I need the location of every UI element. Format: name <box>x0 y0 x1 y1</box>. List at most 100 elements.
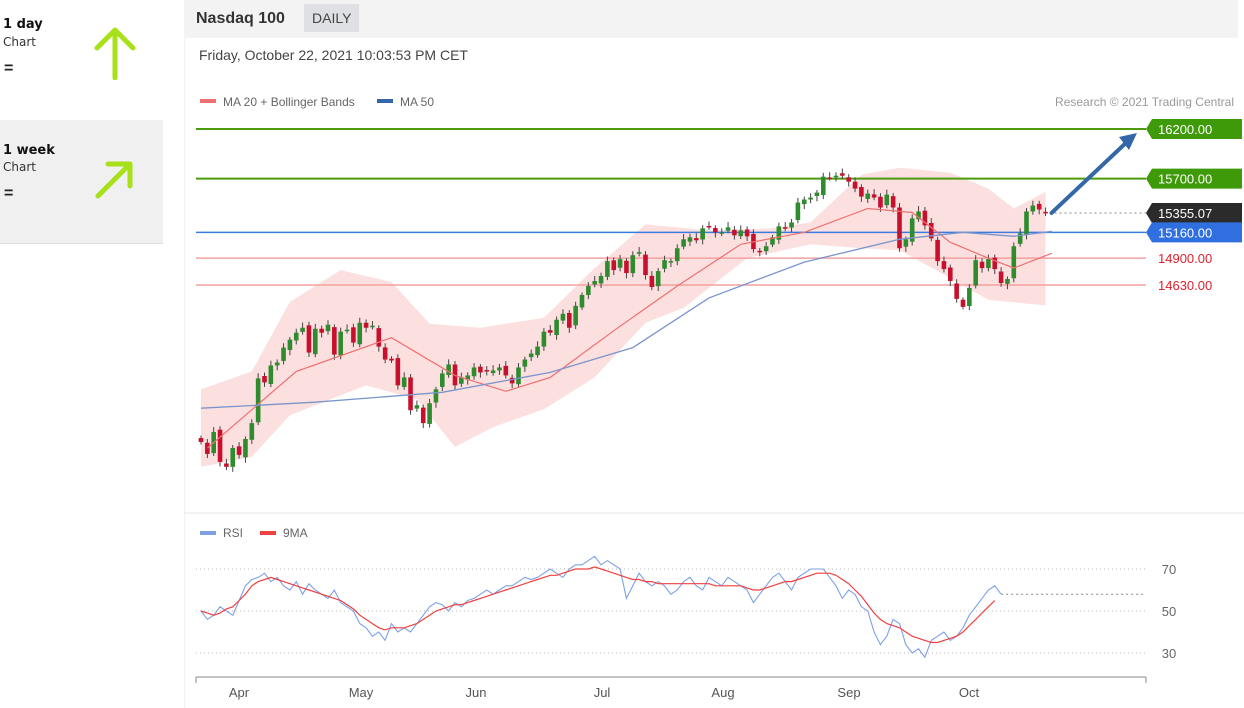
candle-body <box>243 439 248 458</box>
candle-body <box>338 331 343 356</box>
candle-body <box>465 375 470 380</box>
candle-body <box>687 237 693 242</box>
candle-body <box>935 239 940 262</box>
candle-body <box>789 222 794 228</box>
candle-body <box>547 330 553 333</box>
candle-body <box>617 259 623 268</box>
candle-body <box>433 389 439 403</box>
chart-credit: Research © 2021 Trading Central <box>1055 95 1234 109</box>
candle-body <box>198 438 204 442</box>
candle-body <box>732 229 737 236</box>
legend-label-9ma: 9MA <box>283 526 308 540</box>
candle-body <box>719 232 724 234</box>
x-axis-label-May: May <box>349 685 374 700</box>
candle-body <box>624 260 629 274</box>
level-tag-15700.00 <box>1146 168 1242 189</box>
candle-body <box>840 173 845 176</box>
forecast-arrow-head <box>1119 133 1137 150</box>
candle-body <box>554 319 559 336</box>
level-label-16200.00: 16200.00 <box>1158 122 1212 137</box>
candle-body <box>541 331 547 347</box>
rsi-line <box>200 555 1002 659</box>
legend-swatch-9ma <box>260 531 276 535</box>
candle-body <box>611 260 617 271</box>
datetime-label: Friday, October 22, 2021 10:03:53 PM CET <box>199 47 468 63</box>
candle-body <box>319 328 324 333</box>
candle-body <box>287 339 293 350</box>
panel-subtitle: Chart <box>3 160 36 174</box>
candle-body <box>846 177 851 182</box>
panel-subtitle: Chart <box>3 35 36 49</box>
candle-body <box>306 325 312 353</box>
candle-body <box>503 365 509 376</box>
candle-body <box>598 276 604 284</box>
candle-body <box>1024 211 1029 235</box>
candle-body <box>852 181 858 189</box>
candle-body <box>890 196 896 208</box>
candle-body <box>871 194 877 198</box>
candle-body <box>1011 246 1017 279</box>
candle-body <box>300 327 305 332</box>
candle-body <box>694 238 699 241</box>
candle-body <box>376 328 382 347</box>
candle-body <box>757 250 763 253</box>
candle-body <box>395 358 401 386</box>
candle-body <box>668 261 674 263</box>
candle-body <box>960 299 966 307</box>
forecast-arrow-line <box>1049 138 1131 215</box>
candle-body <box>509 377 515 384</box>
candle-body <box>217 429 223 462</box>
candle-body <box>560 313 566 321</box>
candle-body <box>274 362 280 366</box>
legend-label-ma50: MA 50 <box>400 95 434 109</box>
candle-body <box>979 261 985 269</box>
up-right-arrow-icon <box>95 161 133 199</box>
candle-body <box>344 329 350 332</box>
candle-body <box>440 373 445 387</box>
candle-body <box>725 227 731 231</box>
candle-body <box>801 199 807 205</box>
candle-body <box>986 259 991 269</box>
candle-body <box>522 359 528 367</box>
candle-body <box>782 227 788 229</box>
candle-body <box>230 447 236 467</box>
candle-body <box>827 177 832 179</box>
up-arrow-icon <box>94 27 136 80</box>
panel-period: 1 week <box>3 143 55 158</box>
candle-body <box>1017 233 1023 244</box>
level-tag-16200.00 <box>1146 119 1242 139</box>
candle-body <box>928 222 934 239</box>
candle-body <box>351 327 356 343</box>
legend-label-ma20: MA 20 + Bollinger Bands <box>223 95 355 109</box>
panel-period: 1 day <box>3 17 43 32</box>
candle-body <box>859 187 864 197</box>
candle-body <box>535 346 540 356</box>
candle-body <box>363 322 369 328</box>
candle-body <box>948 267 953 282</box>
candle-body <box>414 405 420 409</box>
candle-body <box>973 260 978 286</box>
sidebar: 1 day Chart = 1 week Chart = <box>0 0 163 708</box>
candle-body <box>281 347 286 361</box>
candle-body <box>1043 211 1048 214</box>
panel-1-day[interactable]: 1 day Chart = <box>0 0 163 122</box>
candle-body <box>821 176 826 195</box>
rsi-tick-50: 50 <box>1162 604 1176 619</box>
candle-body <box>262 376 267 383</box>
candle-body <box>1030 205 1036 212</box>
candle-body <box>471 367 477 377</box>
panel-1-week[interactable]: 1 week Chart = <box>0 120 163 244</box>
candle-body <box>224 463 229 467</box>
legend-label-rsi: RSI <box>223 526 243 540</box>
candle-body <box>998 271 1004 284</box>
candle-body <box>370 325 375 328</box>
candle-body <box>833 175 839 178</box>
level-tag-15160.00 <box>1146 222 1242 243</box>
candle-body <box>713 227 718 233</box>
candle-body <box>478 366 483 373</box>
candle-body <box>643 254 648 276</box>
candle-body <box>630 255 636 274</box>
x-axis-label-Oct: Oct <box>959 685 980 700</box>
candle-body <box>744 229 750 237</box>
period-tag[interactable]: DAILY <box>304 4 360 32</box>
